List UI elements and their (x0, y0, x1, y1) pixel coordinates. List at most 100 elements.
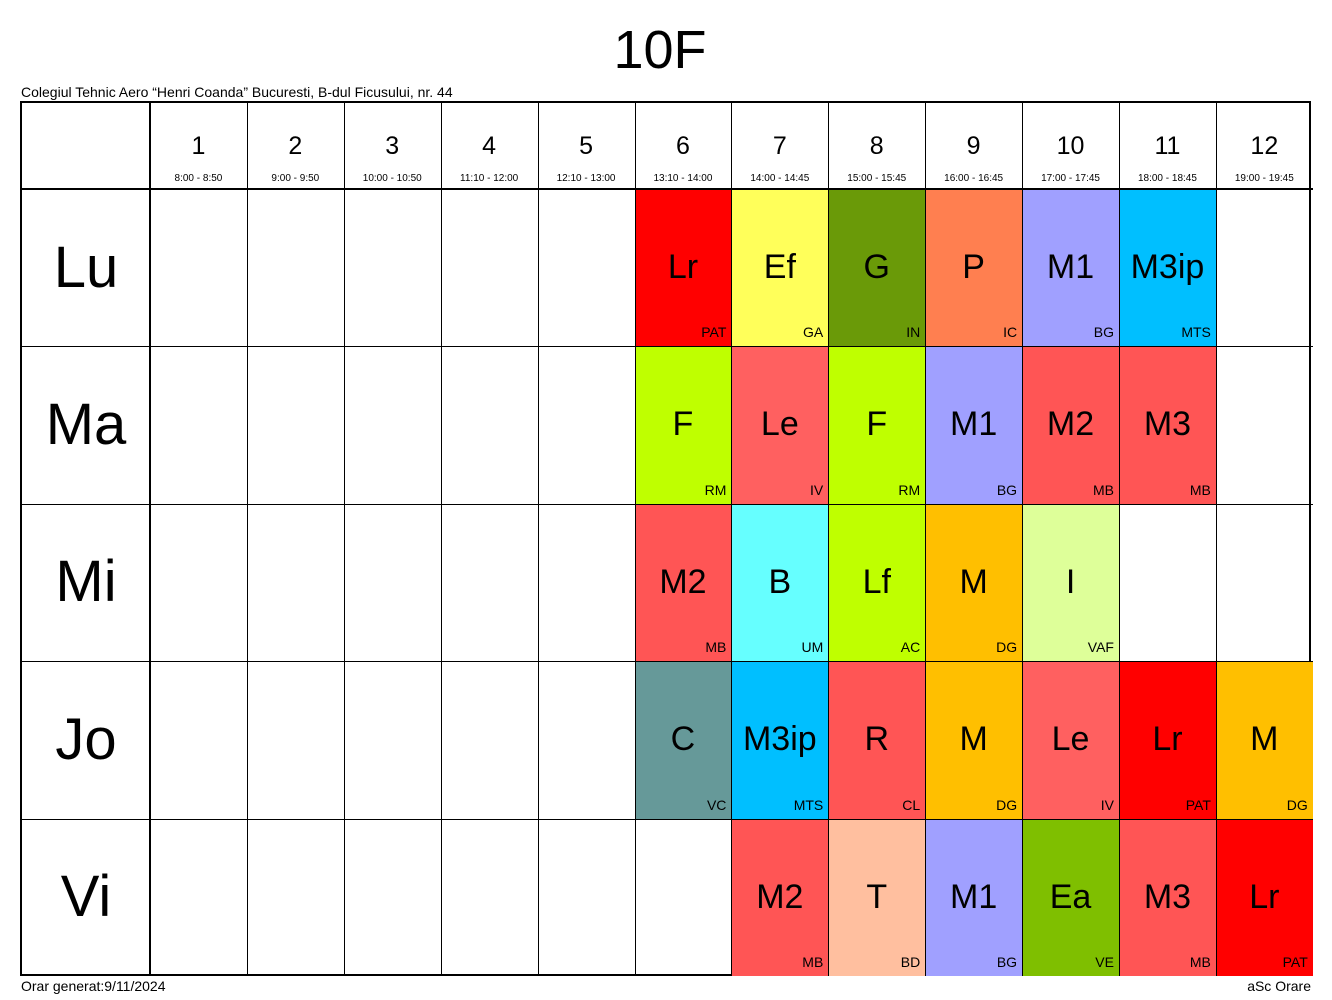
lesson-teacher: PAT (1282, 953, 1308, 970)
lesson-subject: M1 (950, 405, 998, 444)
timetable-title: 10F (613, 20, 707, 80)
lesson-subject: M3 (1143, 405, 1192, 444)
day-label: Mi (55, 549, 117, 615)
generated-date: Orar generat:9/11/2024 (21, 978, 166, 994)
lesson-cell: M1 BG (925, 346, 1023, 504)
grid-line (1022, 103, 1024, 976)
lesson-cell: C VC (634, 661, 732, 819)
period-number: 3 (385, 132, 400, 160)
lesson-teacher: VE (1095, 953, 1114, 970)
lesson-teacher: PAT (1185, 796, 1211, 813)
timetable-grid: 1 8:00 - 8:50 2 9:00 - 9:50 3 10:00 - 10:50 4 1… (20, 101, 1313, 976)
lesson-cell: Lf AC (828, 503, 926, 662)
lesson-subject: M3ip (742, 720, 817, 759)
lesson-cell: M2 MB (731, 818, 829, 976)
period-header: 4 11:10 - 12:00 (441, 103, 538, 189)
lesson-cell: I VAF (1022, 503, 1119, 662)
period-time: 19:00 - 19:45 (1234, 173, 1294, 184)
grid-line (343, 103, 345, 976)
period-time: 16:00 - 16:45 (944, 173, 1004, 184)
period-header: 9 16:00 - 16:45 (925, 103, 1022, 189)
lesson-cell: B UM (731, 503, 829, 662)
lesson-cell: F RM (828, 346, 926, 504)
period-time: 13:10 - 14:00 (653, 173, 713, 184)
lesson-cell: M3ip MTS (731, 661, 829, 819)
lesson-cell: P IC (925, 189, 1023, 347)
lesson-teacher: MTS (793, 796, 824, 813)
day-label: Lu (53, 234, 119, 300)
lesson-teacher: IC (1003, 324, 1018, 341)
period-header: 10 17:00 - 17:45 (1022, 103, 1119, 189)
period-header: 5 12:10 - 13:00 (538, 103, 635, 189)
day-cell: Jo (22, 661, 150, 818)
grid-line (537, 103, 539, 976)
period-number: 1 (191, 132, 206, 160)
grid-line (634, 103, 636, 976)
period-number: 7 (772, 132, 787, 160)
day-cell: Ma (22, 346, 150, 503)
lesson-teacher: VC (706, 796, 727, 813)
lesson-cell: F RM (634, 346, 732, 504)
lesson-subject: B (768, 562, 792, 601)
day-label: Jo (55, 706, 117, 772)
period-number: 11 (1154, 132, 1181, 160)
lesson-subject: Le (760, 405, 799, 444)
grid-line (1215, 103, 1217, 976)
lesson-teacher: BG (996, 953, 1018, 970)
day-cell: Vi (22, 819, 150, 976)
lesson-subject: M2 (659, 562, 707, 601)
lesson-cell: M1 BG (925, 818, 1023, 976)
grid-line (440, 103, 442, 976)
period-header: 2 9:00 - 9:50 (247, 103, 344, 189)
period-time: 9:00 - 9:50 (271, 173, 320, 184)
lesson-cell: M DG (925, 661, 1023, 819)
lesson-teacher: IV (810, 481, 824, 498)
lesson-cell: M3 MB (1119, 346, 1216, 504)
period-time: 15:00 - 15:45 (847, 173, 907, 184)
day-label: Vi (60, 864, 112, 930)
grid-line (828, 103, 830, 976)
lesson-subject: Ef (763, 248, 796, 286)
grid-line (149, 103, 151, 976)
lesson-subject: Lr (1152, 720, 1183, 759)
lesson-cell: Le IV (1022, 661, 1119, 819)
lesson-teacher: MTS (1181, 324, 1211, 341)
lesson-subject: Ea (1049, 877, 1092, 916)
period-number: 4 (482, 132, 497, 160)
lesson-cell: Le IV (731, 346, 829, 504)
period-time: 12:10 - 13:00 (556, 173, 616, 184)
lesson-cell: Lr PAT (634, 189, 732, 347)
lesson-subject: M3 (1143, 877, 1192, 916)
lesson-teacher: IN (906, 324, 921, 341)
lesson-teacher: VAF (1087, 639, 1114, 656)
period-time: 10:00 - 10:50 (362, 173, 422, 184)
lesson-subject: Lr (1249, 877, 1280, 916)
lesson-teacher: MB (1189, 953, 1211, 970)
lesson-cell: Lr PAT (1215, 818, 1313, 976)
lesson-subject: C (670, 720, 696, 759)
period-time: 18:00 - 18:45 (1137, 173, 1197, 184)
period-header: 1 8:00 - 8:50 (150, 103, 247, 189)
lesson-subject: Lf (862, 562, 891, 601)
lesson-cell: M1 BG (1022, 189, 1119, 347)
lesson-subject: P (962, 248, 985, 286)
lesson-cell: M DG (925, 503, 1023, 662)
lesson-subject: F (672, 405, 694, 444)
lesson-teacher: CL (902, 796, 921, 813)
grid-line (22, 818, 1313, 820)
lesson-subject: Lr (667, 248, 699, 286)
day-cell: Lu (22, 189, 150, 346)
lesson-cell: G IN (828, 189, 926, 347)
lesson-subject: M2 (756, 877, 804, 916)
period-header: 8 15:00 - 15:45 (828, 103, 925, 189)
lesson-teacher: MB (1092, 481, 1114, 498)
lesson-cell: Ef GA (731, 189, 829, 347)
day-label: Ma (45, 392, 127, 458)
lesson-teacher: BG (1093, 324, 1114, 341)
lesson-teacher: DG (1286, 796, 1308, 813)
period-number: 2 (288, 132, 303, 160)
lesson-subject: F (866, 405, 888, 444)
lesson-teacher: MB (1189, 481, 1211, 498)
grid-line (22, 346, 1313, 348)
period-time: 14:00 - 14:45 (750, 173, 810, 184)
